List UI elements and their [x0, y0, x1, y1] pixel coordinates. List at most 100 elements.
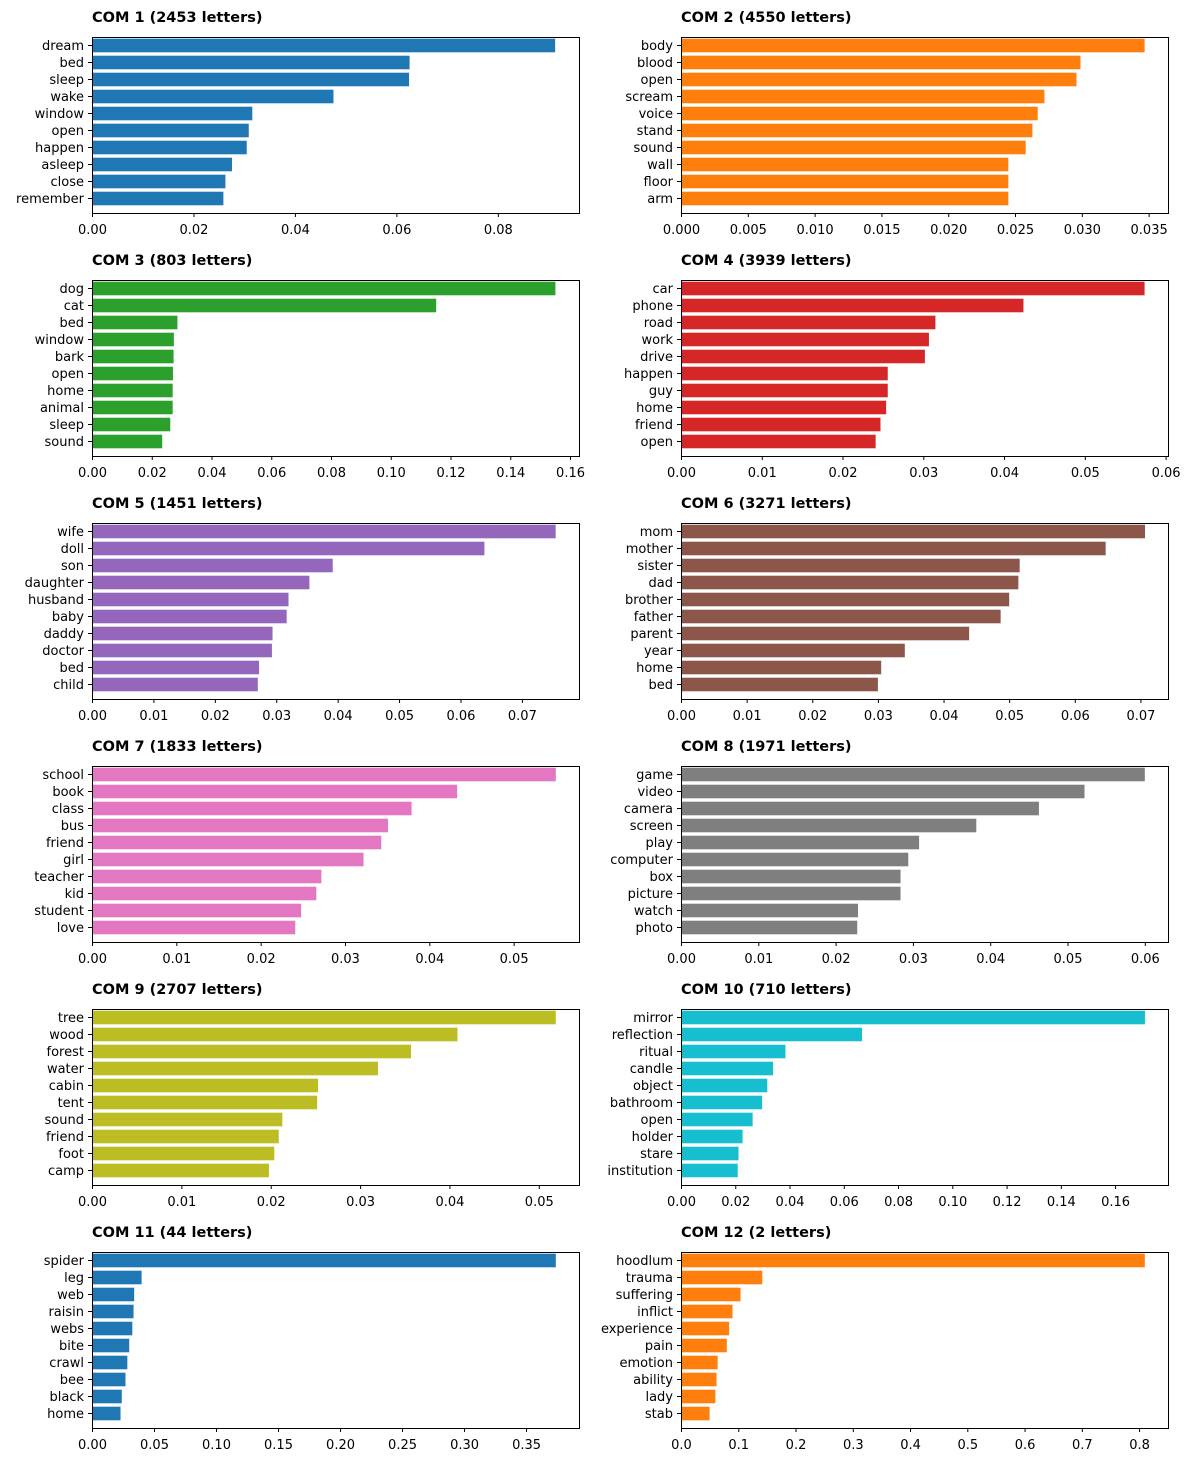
- category-label: institution: [607, 1164, 673, 1179]
- category-label: wall: [647, 158, 673, 173]
- x-tick-label: 0.05: [995, 709, 1024, 724]
- bar-blood: [681, 55, 1081, 70]
- bar-road: [681, 315, 936, 330]
- category-label: sister: [637, 559, 673, 574]
- category-label: doll: [61, 542, 84, 557]
- category-label: bus: [61, 819, 84, 834]
- bar-tent: [92, 1095, 318, 1110]
- category-label: trauma: [626, 1271, 673, 1286]
- bar-home: [681, 660, 882, 675]
- category-label: friend: [46, 1130, 84, 1145]
- category-label: cabin: [49, 1079, 84, 1094]
- bar-school: [92, 767, 556, 782]
- category-label: drive: [640, 350, 673, 365]
- bar-inflict: [681, 1304, 733, 1319]
- bar-stand: [681, 123, 1033, 138]
- x-tick-label: 0.02: [721, 1195, 750, 1210]
- bar-husband: [92, 592, 289, 607]
- bar-game: [681, 767, 1145, 782]
- bar-class: [92, 801, 412, 816]
- axes-frame: [92, 1009, 580, 1186]
- bar-bee: [92, 1372, 126, 1387]
- x-tick-label: 0.05: [140, 1438, 169, 1453]
- bar-sound: [92, 1112, 283, 1127]
- axes-frame: [681, 37, 1169, 214]
- bar-stab: [681, 1406, 710, 1421]
- bar-webs: [92, 1321, 133, 1336]
- bar-home: [92, 383, 173, 398]
- subplot-title: COM 8 (1971 letters): [681, 739, 852, 755]
- category-label: sound: [45, 1113, 84, 1128]
- bar-home: [681, 400, 887, 415]
- category-label: tent: [58, 1096, 84, 1111]
- bar-bed: [92, 55, 410, 70]
- x-tick-label: 0.04: [990, 466, 1019, 481]
- bar-web: [92, 1287, 135, 1302]
- bar-student: [92, 903, 302, 918]
- category-label: emotion: [619, 1356, 673, 1371]
- subplot-com-11: COM 11 (44 letters) spider leg web raisin web…: [44, 1225, 580, 1453]
- category-label: bed: [59, 316, 84, 331]
- subplot-com-7: COM 7 (1833 letters) school book class bus fr…: [34, 739, 580, 967]
- x-tick-label: 0.04: [930, 709, 959, 724]
- x-tick-label: 0.00: [667, 1195, 696, 1210]
- bar-picture: [681, 886, 901, 901]
- bar-doll: [92, 541, 485, 556]
- category-label: love: [57, 921, 84, 936]
- category-label: raisin: [48, 1305, 84, 1320]
- category-label: arm: [647, 192, 673, 207]
- category-label: candle: [630, 1062, 673, 1077]
- category-label: video: [637, 785, 673, 800]
- bar-box: [681, 869, 901, 884]
- bar-video: [681, 784, 1085, 799]
- bar-mirror: [681, 1010, 1145, 1025]
- bar-child: [92, 677, 258, 692]
- category-label: bed: [648, 678, 673, 693]
- bar-hoodlum: [681, 1253, 1145, 1268]
- bar-foot: [92, 1146, 275, 1161]
- bar-home: [92, 1406, 121, 1421]
- x-tick-label: 0.04: [198, 466, 227, 481]
- category-label: wife: [57, 525, 84, 540]
- category-label: stare: [640, 1147, 673, 1162]
- bar-stare: [681, 1146, 739, 1161]
- category-label: box: [650, 870, 674, 885]
- category-label: pain: [645, 1339, 673, 1354]
- category-label: hoodlum: [616, 1254, 673, 1269]
- category-label: animal: [40, 401, 84, 416]
- bar-friend: [92, 1129, 279, 1144]
- x-tick-label: 0.2: [786, 1438, 807, 1453]
- x-tick-label: 0.6: [1015, 1438, 1036, 1453]
- x-tick-label: 0.35: [512, 1438, 541, 1453]
- category-label: class: [52, 802, 84, 817]
- x-tick-label: 0.00: [78, 709, 107, 724]
- category-label: bed: [59, 56, 84, 71]
- x-tick-label: 0.1: [728, 1438, 749, 1453]
- subplot-com-5: COM 5 (1451 letters) wife doll son daughter h…: [25, 496, 580, 724]
- category-label: bathroom: [610, 1096, 673, 1111]
- axes-frame: [681, 1009, 1169, 1186]
- bar-black: [92, 1389, 122, 1404]
- category-label: floor: [644, 175, 674, 190]
- bar-sleep: [92, 72, 410, 87]
- x-tick-label: 0.20: [326, 1438, 355, 1453]
- category-label: game: [636, 768, 673, 783]
- x-tick-label: 0.06: [1131, 952, 1160, 967]
- x-tick-label: 0.015: [863, 223, 900, 238]
- bar-forest: [92, 1044, 412, 1059]
- category-label: picture: [628, 887, 673, 902]
- category-label: web: [57, 1288, 84, 1303]
- bar-happen: [681, 366, 888, 381]
- x-tick-label: 0.5: [957, 1438, 978, 1453]
- bar-bed: [681, 677, 878, 692]
- category-label: car: [653, 282, 674, 297]
- bar-animal: [92, 400, 173, 415]
- category-label: sleep: [49, 418, 84, 433]
- category-label: home: [47, 384, 84, 399]
- subplot-com-8: COM 8 (1971 letters) game video camera scree…: [610, 739, 1169, 967]
- bar-screen: [681, 818, 977, 833]
- bar-computer: [681, 852, 909, 867]
- subplot-com-2: COM 2 (4550 letters) body blood open scream v…: [625, 10, 1169, 238]
